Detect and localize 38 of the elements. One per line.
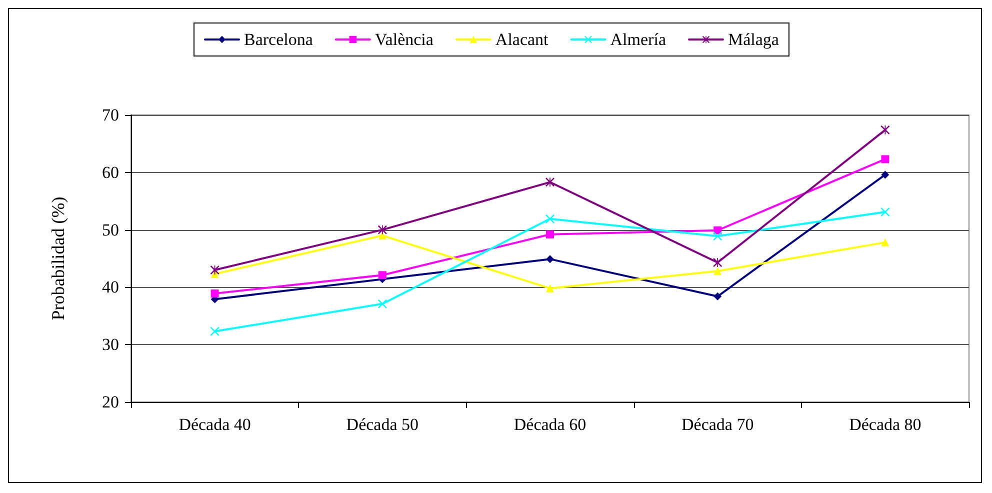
x-tick-label: Década 40 (178, 415, 251, 434)
legend-label: Almería (610, 30, 666, 49)
point (546, 284, 554, 292)
x-tick-label: Década 70 (681, 415, 754, 434)
legend-label: Málaga (728, 30, 780, 49)
legend-label: València (374, 30, 434, 49)
point (378, 299, 387, 308)
point (378, 225, 387, 234)
y-tick-label: 60 (102, 162, 119, 182)
y-tick-label: 40 (102, 278, 119, 297)
y-tick-label: 30 (102, 335, 119, 354)
point (714, 292, 722, 300)
x-tick-label: Década 80 (849, 415, 922, 434)
point (546, 230, 554, 238)
point (378, 232, 386, 240)
legend-label: Barcelona (244, 30, 314, 49)
y-tick-label: 50 (102, 220, 119, 240)
point (546, 178, 554, 187)
point (713, 232, 722, 241)
legend-label: Alacant (495, 30, 549, 49)
point (880, 125, 890, 134)
point (714, 267, 722, 276)
x-tick-label: Década 60 (514, 415, 586, 434)
point (881, 238, 890, 246)
y-tick-label: 20 (102, 392, 119, 412)
y-axis-title: Probabilidad (%) (48, 196, 68, 320)
y-tick-label: 70 (102, 106, 119, 124)
point (210, 326, 220, 336)
point (378, 271, 386, 280)
point (546, 255, 554, 264)
point (210, 265, 220, 274)
point (713, 258, 722, 268)
x-tick-label: Década 50 (346, 415, 419, 434)
point (546, 214, 554, 224)
point (881, 170, 890, 179)
point (880, 208, 890, 217)
point (881, 155, 890, 164)
point (210, 290, 219, 298)
